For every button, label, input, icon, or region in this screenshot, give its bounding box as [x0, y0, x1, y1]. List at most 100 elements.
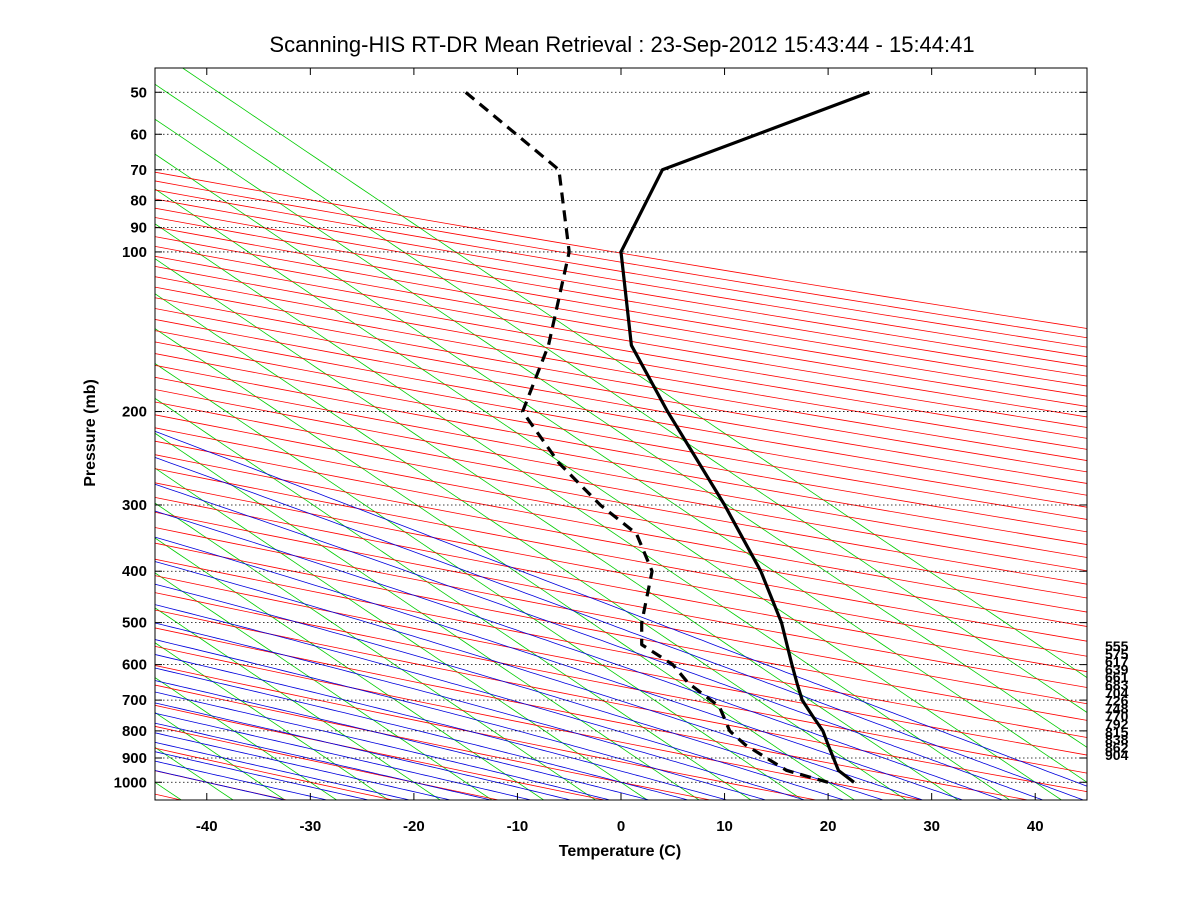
isotherm-line [155, 432, 700, 800]
isotherm-line [155, 363, 803, 800]
side-label: 770 [1105, 708, 1129, 724]
side-label: 555 [1105, 638, 1129, 654]
plot-frame [154, 67, 1088, 801]
side-label: 838 [1105, 732, 1129, 748]
y-tick-label: 60 [130, 126, 147, 143]
side-label: 726 [1105, 693, 1129, 709]
isotherm-line [155, 572, 493, 800]
dry-adiabat-line [155, 684, 711, 800]
moist-adiabat-line [155, 457, 1084, 800]
isotherm-line [0, 68, 130, 800]
y-tick-label: 80 [130, 193, 147, 210]
dry-adiabat-line [155, 364, 1087, 533]
moist-adiabat-line [155, 561, 923, 800]
y-tick-label: 1000 [114, 774, 147, 791]
x-tick-label: -40 [196, 818, 218, 835]
dry-adiabat-line [155, 353, 1087, 520]
moist-adiabat-line [155, 430, 1087, 787]
isotherm-line [155, 83, 1087, 713]
dry-adiabat-line [155, 511, 1087, 688]
moist-adiabat-line [155, 604, 844, 800]
isotherm-line [155, 188, 1062, 800]
dewpoint-profile-line [464, 91, 829, 784]
x-axis-label: Temperature (C) [559, 843, 681, 860]
profile-lines [464, 90, 871, 784]
isotherm-line [155, 153, 1087, 783]
x-tick-label: 30 [923, 818, 940, 835]
side-label: 904 [1105, 747, 1129, 763]
moist-adiabat-line [155, 680, 650, 800]
dry-adiabat-line [155, 609, 1087, 793]
dry-adiabat-line [155, 276, 1087, 439]
y-axis-ticks: 50 60 70 80 90 100 200 300 400 500 600 700 800 900 100… [114, 84, 1087, 791]
isotherm-line [155, 328, 855, 800]
y-tick-label: 600 [122, 657, 147, 674]
dry-adiabat-line [155, 330, 1087, 496]
side-label: 639 [1105, 661, 1129, 677]
x-tick-label: 20 [820, 818, 837, 835]
isotherm-line [155, 607, 441, 800]
moist-adiabat-line [155, 712, 531, 800]
side-label: 862 [1105, 739, 1129, 755]
dry-adiabat-line [155, 401, 1087, 572]
dry-adiabat-line [155, 427, 1087, 599]
isotherm-line [0, 68, 26, 800]
y-tick-label: 800 [122, 723, 147, 740]
isotherm-line [155, 677, 337, 800]
side-label: 704 [1105, 685, 1129, 701]
x-tick-label: -20 [403, 818, 425, 835]
moist-adiabat-line [155, 702, 571, 800]
side-label: 683 [1105, 677, 1129, 693]
y-tick-label: 90 [130, 220, 147, 237]
side-label: 792 [1105, 716, 1129, 732]
moist-adiabat-line [155, 639, 766, 800]
x-axis-ticks: -40 -30 -20 -10 0 10 20 30 40 [196, 68, 1044, 835]
moist-adiabat-line [155, 732, 451, 800]
moist-adiabat-line [155, 510, 1003, 800]
moist-adiabat-line [155, 654, 727, 800]
isotherm-line [155, 397, 752, 800]
y-tick-label: 900 [122, 750, 147, 767]
isotherm-line [155, 467, 648, 800]
dry-adiabat-line [155, 645, 923, 800]
moist-adiabat-line [155, 751, 369, 800]
dry-adiabat-line [155, 376, 1087, 545]
y-tick-label: 100 [122, 244, 147, 261]
dry-adiabat-line [155, 627, 1028, 800]
isotherm-line [155, 502, 596, 800]
moist-adiabat-line [155, 483, 1043, 800]
y-tick-label: 700 [122, 692, 147, 709]
isotherm-line [0, 68, 78, 800]
dry-adiabat-line [155, 558, 1087, 738]
moist-adiabat-line [155, 583, 884, 800]
dry-adiabat-line [155, 389, 1087, 558]
x-tick-label: 10 [716, 818, 733, 835]
x-tick-label: 40 [1027, 818, 1044, 835]
y-tick-label: 400 [122, 563, 147, 580]
chart-title: Scanning-HIS RT-DR Mean Retrieval : 23-S… [269, 32, 974, 57]
dry-adiabat-line [155, 308, 1087, 473]
isotherm-line [155, 223, 1010, 800]
x-tick-label: -30 [299, 818, 321, 835]
dry-adiabat-line [155, 414, 1087, 585]
moist-adiabat-line [155, 691, 610, 800]
dry-adiabat-line [155, 297, 1087, 461]
y-axis-label: Pressure (mb) [82, 379, 99, 487]
y-tick-label: 500 [122, 615, 147, 632]
dry-adiabat-line [155, 286, 1087, 450]
dry-adiabat-line [155, 665, 817, 800]
y-tick-label: 200 [122, 404, 147, 421]
dry-adiabat-line [155, 180, 1087, 339]
y-tick-label: 70 [130, 162, 147, 179]
dry-adiabat-line [155, 171, 1087, 329]
dry-adiabat-line [155, 592, 1087, 774]
isotherm-line [155, 293, 907, 800]
side-label: 661 [1105, 669, 1129, 685]
dry-adiabat-line [155, 542, 1087, 721]
moist-adiabat-line [155, 741, 410, 800]
dry-adiabat-line [155, 575, 1087, 756]
background-lines [0, 68, 1087, 800]
x-tick-label: 0 [617, 818, 625, 835]
